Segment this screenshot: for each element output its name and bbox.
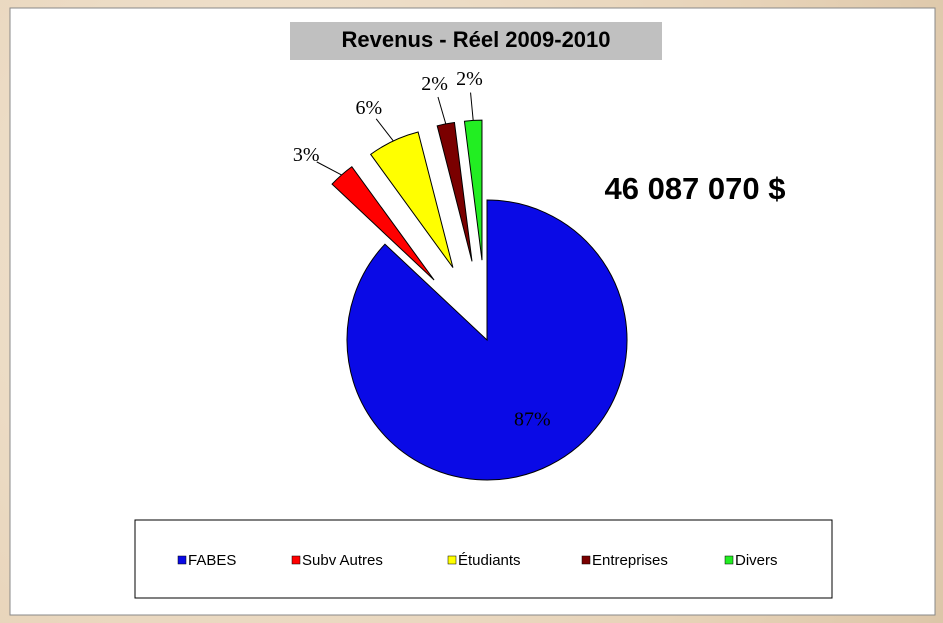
legend-swatch <box>177 555 187 565</box>
legend-label: Étudiants <box>458 552 521 569</box>
legend-swatch <box>581 555 591 565</box>
pie-slice <box>346 199 628 481</box>
slice-label: 6% <box>355 97 382 119</box>
total-annotation: 46 087 070 $ <box>604 171 785 206</box>
slice-label: 3% <box>293 144 320 166</box>
slice-label: 2% <box>421 73 448 95</box>
legend-label: Subv Autres <box>302 552 383 569</box>
legend-swatch <box>724 555 734 565</box>
title-box <box>290 22 662 60</box>
legend-swatch <box>447 555 457 565</box>
slice-label: 2% <box>456 68 483 90</box>
leader-line <box>470 92 474 121</box>
legend-swatch <box>291 555 301 565</box>
slice-label: 87% <box>514 409 551 431</box>
leader-line <box>316 161 342 176</box>
leader-line <box>375 118 394 142</box>
chart-title: Revenus - Réel 2009-2010 <box>341 27 610 52</box>
legend-label: FABES <box>188 552 236 569</box>
leader-line <box>437 96 447 125</box>
pie-slice <box>463 119 483 261</box>
legend-box <box>134 519 833 599</box>
legend-label: Divers <box>735 552 778 569</box>
legend-label: Entreprises <box>592 552 668 569</box>
